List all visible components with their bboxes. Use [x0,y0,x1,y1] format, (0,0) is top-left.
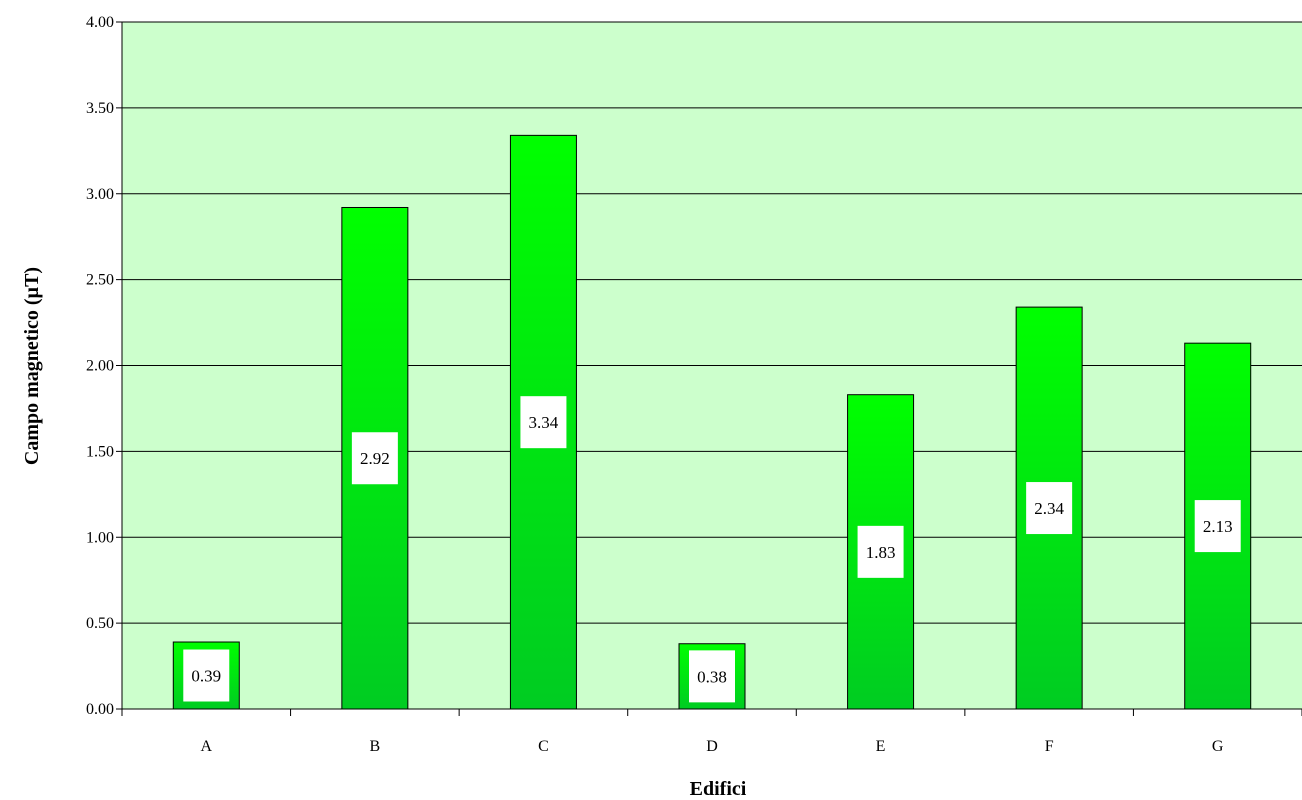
x-tick-label: B [370,738,381,755]
data-label-box [1026,482,1073,535]
gridlines [122,21,1302,624]
data-label-box [1194,500,1241,553]
data-label: 0.38 [697,667,727,686]
y-tick-label: 0.50 [86,615,114,632]
x-tick-label: G [1212,738,1224,755]
y-tick-label: 1.50 [86,443,114,460]
data-label-box [857,525,904,578]
bars: 0.39 2.92 3.34 0.38 1.83 2.34 2.13 [172,134,1252,710]
data-label: 3.34 [529,413,559,432]
data-label: 1.83 [866,543,896,562]
data-label: 0.39 [191,667,221,686]
data-label-box [183,649,230,702]
y-axis-title: Campo magnetico (µT) [21,267,43,465]
data-label: 2.13 [1203,517,1233,536]
y-tick-label: 2.50 [86,272,114,289]
y-tick-label: 2.00 [86,358,114,375]
x-tick-label: A [201,738,213,755]
y-tick-label: 4.00 [86,14,114,31]
y-tick-label: 0.00 [86,701,114,718]
data-label-box [351,432,398,485]
data-label-box [689,650,735,703]
axes [121,22,1302,710]
y-axis-ticks: 0.00 0.50 1.00 1.50 2.00 2.50 3.00 3.50 4.00 [86,14,122,718]
x-tick-label: F [1045,738,1054,755]
y-tick-label: 3.00 [86,186,114,203]
x-tick-label: D [706,738,718,755]
x-axis-ticks: A B C D E F G [121,709,1302,755]
x-tick-label: C [538,738,549,755]
data-label: 2.92 [360,449,390,468]
x-axis-title: Edifici [690,778,747,800]
y-tick-label: 1.00 [86,529,114,546]
data-label: 2.34 [1034,499,1064,518]
data-label-box [520,396,567,449]
x-tick-label: E [876,738,886,755]
y-tick-label: 3.50 [86,100,114,117]
